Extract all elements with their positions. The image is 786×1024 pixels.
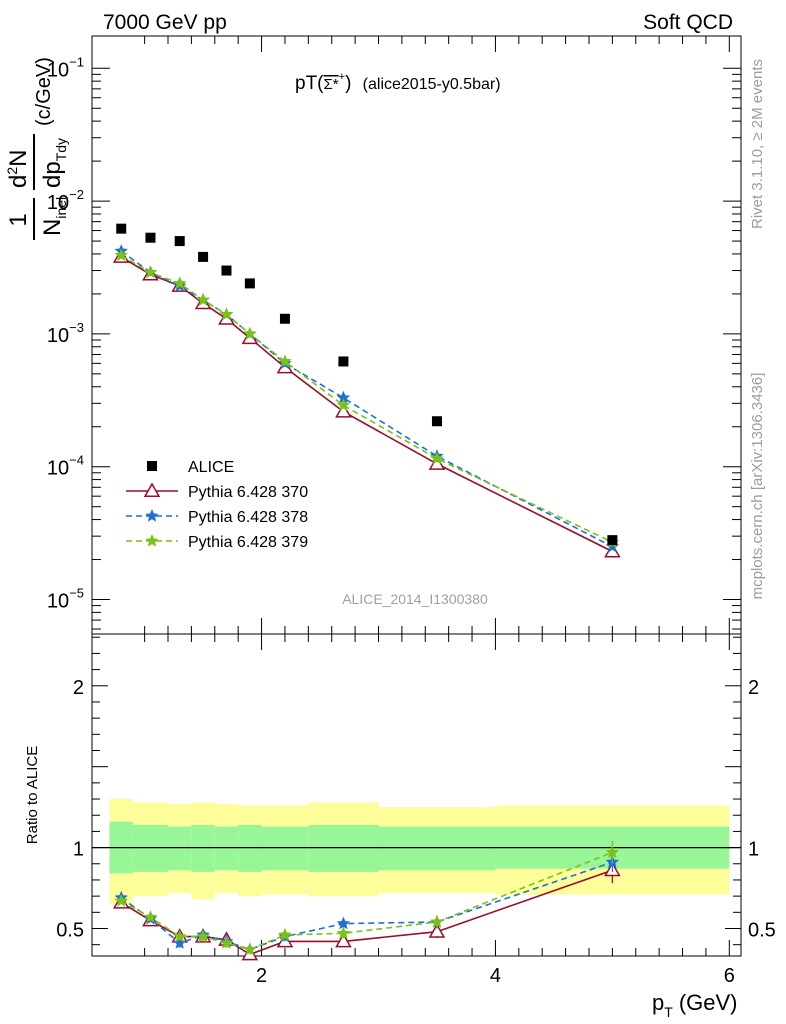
ylabel-unit: (c/GeV) <box>33 57 55 126</box>
title-close: ) <box>345 73 351 94</box>
plot-title: pT(Σ*+) (alice2015-y0.5bar) <box>295 71 501 94</box>
ratio-plot-frame <box>91 633 742 957</box>
legend-label-0: Pythia 6.428 370 <box>188 484 308 501</box>
inner-band-bin <box>261 826 309 871</box>
ratio-line-2 <box>120 851 613 951</box>
legend-label-2: Pythia 6.428 379 <box>188 534 308 551</box>
series-2-point <box>219 307 234 321</box>
series-2-point <box>278 354 292 368</box>
legend-marker-0 <box>143 482 161 497</box>
ratio-line-1 <box>120 861 613 951</box>
ratio-2-point <box>173 929 187 943</box>
ratio-0-point <box>335 932 352 948</box>
ratio-2-point <box>605 845 620 859</box>
data-point <box>431 416 442 427</box>
x-tick-label: 2 <box>256 965 267 987</box>
legend-marker-1 <box>145 508 159 522</box>
ratio-1-point <box>173 936 187 949</box>
ratio-2-point <box>143 910 158 923</box>
series-line-2 <box>120 254 613 543</box>
analysis-watermark: ALICE_2014_I1300380 <box>342 591 488 607</box>
series-2-point <box>143 265 158 279</box>
ratio-2-point <box>219 936 234 949</box>
inner-band-bin <box>191 824 215 872</box>
ratio-uncertainty-bands <box>92 799 741 905</box>
data-point <box>198 251 209 262</box>
y-axis-label: 1 Ninel d2N dpTdy (c/GeV) <box>4 57 69 240</box>
inner-band-bin <box>168 826 192 871</box>
ratio-2-point <box>278 927 292 941</box>
legend-data-marker <box>147 461 157 471</box>
ratio-series <box>112 841 621 961</box>
data-point <box>174 236 185 247</box>
ratio-2-point <box>336 926 351 940</box>
ratio-tick-label-right: 2 <box>748 677 759 699</box>
ratio-y-axis-label: Ratio to ALICE <box>24 746 41 844</box>
axes-ticks: 2 4 6 10−1 10−2 10−3 10−4 10−5 0.5 0.5 1 1 2 2 <box>47 36 776 987</box>
ratio-line-0 <box>120 869 613 956</box>
ratio-0-point <box>428 923 446 938</box>
ratio-2-point <box>114 893 128 907</box>
title-charge: + <box>339 71 345 83</box>
main-series <box>112 223 621 558</box>
y-tick-label: 10−4 <box>47 453 84 480</box>
legend-data-label: ALICE <box>188 459 234 476</box>
series-2-point <box>336 398 351 411</box>
ylabel-frac2-num: d2N <box>4 150 32 189</box>
series-2-point <box>173 276 187 290</box>
series-line-1 <box>120 250 613 548</box>
data-point <box>145 232 156 243</box>
data-point <box>607 535 618 546</box>
ratio-tick-label-left: 1 <box>73 839 84 861</box>
series-2-point <box>196 292 210 306</box>
inner-band-bin <box>378 826 496 871</box>
ratio-2-point <box>430 914 444 928</box>
series-2-point <box>243 326 257 340</box>
ratio-tick-label-left: 2 <box>73 677 84 699</box>
data-point <box>221 265 232 276</box>
title-particle: Σ* <box>324 76 339 93</box>
x-tick-label: 4 <box>490 965 501 987</box>
legend: ALICE Pythia 6.428 370 Pythia 6.428 378 Pyt… <box>126 459 308 551</box>
mcplots-label: mcplots.cern.ch [arXiv:1306.3436] <box>749 373 766 600</box>
inner-band-bin <box>132 824 169 872</box>
data-point <box>279 313 290 324</box>
legend-marker-2 <box>145 533 159 547</box>
x-axis-label: pT (GeV) <box>652 990 738 1020</box>
title-tag: (alice2015-y0.5bar) <box>363 76 501 93</box>
rivet-version-label: Rivet 3.1.10, ≥ 2M events <box>749 59 766 229</box>
title-main: pT( <box>295 73 324 94</box>
y-tick-label: 10−2 <box>47 187 84 214</box>
ylabel-frac2-den: dpTdy <box>39 138 69 188</box>
data-point <box>338 356 349 367</box>
ylabel-frac1-num: 1 <box>5 213 32 226</box>
y-tick-label: 10−1 <box>47 54 84 81</box>
ratio-tick-label-right: 1 <box>748 839 759 861</box>
x-tick-label: 6 <box>724 965 735 987</box>
ylabel-frac1-den: Ninel <box>39 197 69 236</box>
series-0-point <box>335 403 352 418</box>
data-point <box>244 278 255 289</box>
y-tick-label: 10−3 <box>47 320 84 347</box>
ratio-tick-label-left: 0.5 <box>56 919 84 941</box>
y-tick-label: 10−5 <box>47 586 84 613</box>
inner-band-bin <box>214 826 239 871</box>
inner-band-bin <box>238 824 262 872</box>
header-energy-label: 7000 GeV pp <box>103 11 227 34</box>
ratio-2-point <box>196 929 210 943</box>
series-2-point <box>114 248 128 262</box>
series-2-point <box>430 451 444 465</box>
inner-band-bin <box>308 824 379 872</box>
header-process-label: Soft QCD <box>643 11 733 34</box>
series-line-0 <box>120 256 613 553</box>
ratio-2-point <box>243 942 257 956</box>
ratio-tick-label-right: 0.5 <box>748 919 776 941</box>
legend-label-1: Pythia 6.428 378 <box>188 509 308 526</box>
data-point <box>116 223 127 234</box>
